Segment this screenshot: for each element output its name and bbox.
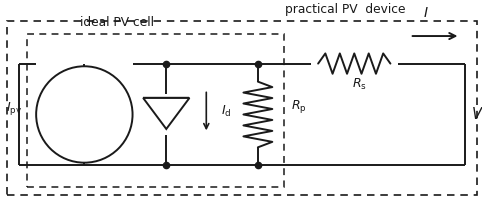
Text: $R_{\rm s}$: $R_{\rm s}$ (352, 77, 366, 92)
Polygon shape (143, 98, 189, 129)
Ellipse shape (36, 66, 133, 163)
Text: practical PV  device: practical PV device (285, 3, 406, 16)
Bar (7, 21, 477, 195)
Text: $V$: $V$ (471, 106, 482, 123)
Text: $I_{\rm pv}$: $I_{\rm pv}$ (6, 100, 23, 117)
Text: ideal PV cell: ideal PV cell (80, 16, 154, 29)
Text: $R_{\rm p}$: $R_{\rm p}$ (291, 98, 307, 114)
Text: $I_{\rm d}$: $I_{\rm d}$ (221, 104, 232, 119)
Bar (27, 34, 284, 187)
Text: $I$: $I$ (423, 6, 428, 20)
